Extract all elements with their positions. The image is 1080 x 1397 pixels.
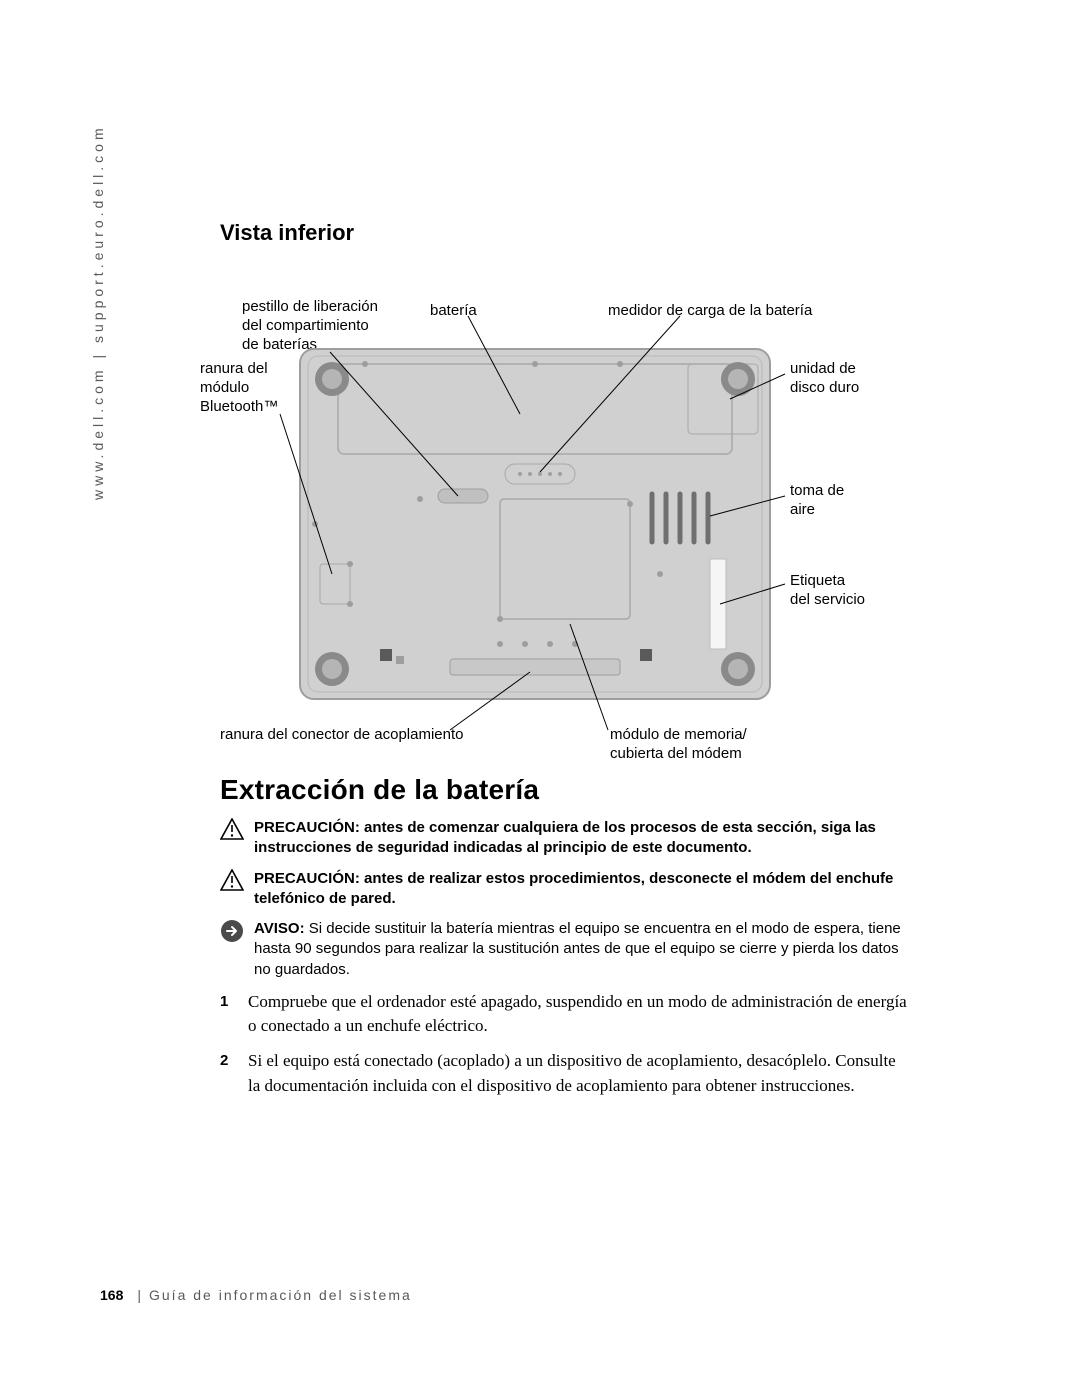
aviso-label: AVISO: <box>254 920 305 937</box>
bottom-view-diagram: pestillo de liberación del compartimient… <box>220 264 910 764</box>
caution-1: PRECAUCIÓN: antes de comenzar cualquiera… <box>220 818 910 859</box>
subheading-vista-inferior: Vista inferior <box>220 220 910 246</box>
caution-1-label: PRECAUCIÓN: <box>254 819 360 836</box>
caution-icon <box>220 818 244 859</box>
notice-icon <box>220 919 244 980</box>
aviso-notice: AVISO: Si decide sustituir la batería mi… <box>220 919 910 980</box>
page-footer: 168|Guía de información del sistema <box>100 1287 412 1303</box>
page-number: 168 <box>100 1287 123 1303</box>
step-2: Si el equipo está conectado (acoplado) a… <box>220 1049 910 1098</box>
aviso-text: Si decide sustituir la batería mientras … <box>254 920 901 978</box>
caution-2-label: PRECAUCIÓN: <box>254 870 360 887</box>
sidebar-url: www.dell.com | support.euro.dell.com <box>90 124 106 500</box>
caution-icon <box>220 869 244 910</box>
step-1: Compruebe que el ordenador esté apagado,… <box>220 990 910 1039</box>
heading-battery-removal: Extracción de la batería <box>220 774 910 806</box>
steps-list: Compruebe que el ordenador esté apagado,… <box>220 990 910 1099</box>
caution-2: PRECAUCIÓN: antes de realizar estos proc… <box>220 869 910 910</box>
footer-title: Guía de información del sistema <box>149 1287 412 1303</box>
